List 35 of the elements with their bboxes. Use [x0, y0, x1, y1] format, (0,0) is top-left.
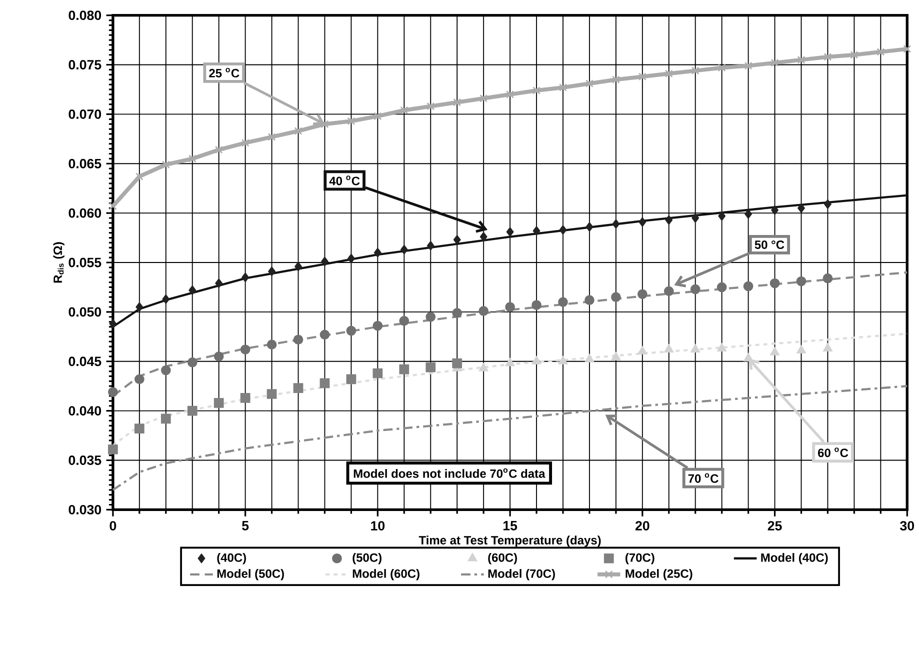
y-tick-label: 0.075: [68, 60, 102, 70]
y-tick-label: 0.030: [68, 505, 102, 515]
x-axis-title: Time at Test Temperature (days): [418, 536, 601, 548]
x-tick-label: 30: [900, 521, 914, 531]
y-axis-title: R$_{dis}$ (Ω): [53, 242, 64, 283]
legend-label: (50C): [352, 553, 382, 564]
y-tick-label: 0.035: [68, 456, 102, 466]
x-tick-label: 15: [503, 521, 518, 531]
y-tick-label: 0.080: [68, 10, 102, 20]
y-tick-label: 0.055: [68, 258, 102, 268]
x-tick-label: 10: [371, 521, 385, 531]
x-tick-label: 5: [242, 521, 249, 531]
legend-label: Model (60C): [352, 569, 420, 580]
x-tick-label: 0: [110, 521, 116, 531]
y-tick-label: 0.065: [68, 159, 102, 169]
legend-label: Model (40C): [761, 553, 828, 564]
y-tick-label: 0.045: [68, 356, 102, 366]
annotation: 40 $^{o}$C: [329, 176, 360, 186]
x-tick-label: 20: [635, 521, 650, 531]
annotation: 70 $^{o}$C: [688, 473, 718, 484]
legend-label: Model (50C): [217, 569, 284, 580]
annotation: Model does not include 70$^{o}$C data: [354, 468, 546, 478]
annotation: 60 $^{o}$C: [818, 448, 848, 458]
y-tick-label: 0.040: [68, 406, 102, 416]
y-tick-label: 0.060: [68, 208, 102, 218]
annotation: 25 $^{o}$C: [209, 68, 240, 78]
y-tick-label: 0.070: [68, 110, 102, 120]
x-tick-label: 25: [768, 521, 782, 531]
legend-label: Model (70C): [488, 569, 555, 580]
legend-label: Model (25C): [626, 569, 692, 580]
y-tick-label: 0.050: [68, 307, 102, 317]
legend-label: (60C): [488, 553, 517, 564]
legend-label: (70C): [626, 553, 654, 564]
legend-label: (40C): [217, 553, 246, 564]
annotation: 50 °C: [754, 240, 784, 250]
